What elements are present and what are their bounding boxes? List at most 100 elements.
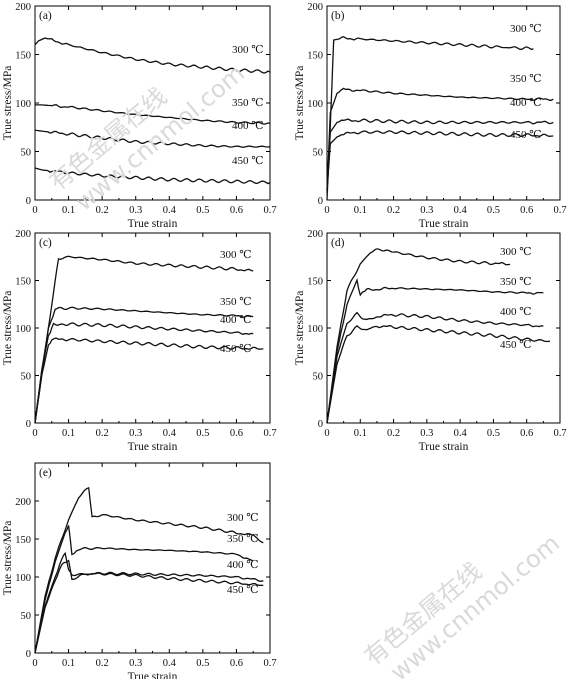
y-tick-label: 0 bbox=[318, 419, 323, 430]
x-tick-label: 0.2 bbox=[96, 428, 109, 439]
y-axis-label: True stress/MPa bbox=[2, 291, 14, 366]
y-tick-label: 50 bbox=[21, 148, 32, 159]
y-axis-label: True stress/MPa bbox=[294, 291, 306, 366]
x-axis-label: True strain bbox=[419, 441, 469, 453]
y-tick-label: 0 bbox=[26, 419, 31, 430]
x-tick-label: 0.5 bbox=[196, 658, 209, 669]
x-tick-label: 0.6 bbox=[230, 658, 243, 669]
series-line bbox=[326, 324, 551, 424]
y-axis-label: True stress/MPa bbox=[2, 66, 14, 141]
series-label: 450 ℃ bbox=[227, 584, 259, 596]
series-label: 350 ℃ bbox=[220, 296, 252, 308]
x-tick-label: 0.2 bbox=[387, 428, 400, 439]
y-tick-label: 50 bbox=[21, 372, 32, 383]
y-tick-label: 50 bbox=[21, 611, 32, 622]
y-tick-label: 200 bbox=[15, 2, 31, 13]
x-tick-label: 0.4 bbox=[454, 205, 468, 216]
x-tick-label: 0.1 bbox=[354, 205, 367, 216]
x-tick-label: 0.7 bbox=[263, 428, 276, 439]
y-tick-label: 0 bbox=[26, 196, 31, 207]
series-line bbox=[34, 322, 254, 424]
series-line bbox=[34, 37, 271, 74]
y-tick-label: 50 bbox=[313, 148, 324, 159]
chart-panel-d: 0 0.1 0.2 0.3 0.4 0.5 0.6 0.7 0 50 100 150 200 True s… bbox=[294, 229, 567, 453]
y-tick-label: 0 bbox=[318, 196, 323, 207]
x-tick-label: 0.1 bbox=[62, 205, 75, 216]
x-tick-label: 0.4 bbox=[163, 205, 177, 216]
y-tick-label: 200 bbox=[15, 497, 31, 508]
y-axis-label: True stress/MPa bbox=[2, 521, 14, 596]
series-label: 450 ℃ bbox=[220, 343, 252, 355]
x-tick-label: 0.6 bbox=[520, 205, 533, 216]
x-tick-label: 0.1 bbox=[354, 428, 367, 439]
x-axis-label: True strain bbox=[128, 218, 178, 230]
series-label: 350 ℃ bbox=[227, 533, 259, 545]
plot-frame bbox=[34, 462, 271, 654]
y-tick-label: 100 bbox=[15, 573, 31, 584]
y-tick-label: 200 bbox=[307, 229, 323, 240]
series-line bbox=[34, 559, 264, 654]
x-tick-label: 0.5 bbox=[196, 205, 209, 216]
y-tick-label: 100 bbox=[307, 99, 323, 110]
series-line bbox=[34, 129, 271, 148]
series-label: 300 ℃ bbox=[510, 23, 542, 35]
panel-label: (b) bbox=[331, 10, 345, 22]
x-tick-label: 0.6 bbox=[230, 205, 243, 216]
x-tick-label: 0.6 bbox=[520, 428, 533, 439]
series-label: 300 ℃ bbox=[220, 249, 252, 261]
x-axis-label: True strain bbox=[128, 671, 178, 679]
series-line bbox=[35, 104, 271, 125]
y-tick-label: 100 bbox=[15, 324, 31, 335]
y-tick-label: 200 bbox=[307, 2, 323, 13]
chart-panel-b: 0 0.1 0.2 0.3 0.4 0.5 0.6 0.7 0 50 100 150 200 True s… bbox=[294, 2, 567, 230]
x-tick-label: 0 bbox=[32, 658, 37, 669]
series-line bbox=[326, 87, 554, 191]
x-tick-label: 0.2 bbox=[387, 205, 400, 216]
series-line bbox=[326, 130, 554, 191]
series-line bbox=[326, 118, 554, 191]
y-tick-label: 0 bbox=[26, 649, 31, 660]
y-tick-label: 150 bbox=[15, 277, 31, 288]
x-tick-label: 0.1 bbox=[62, 658, 75, 669]
x-tick-label: 0.5 bbox=[196, 428, 209, 439]
x-axis-label: True strain bbox=[128, 441, 178, 453]
y-axis-label: True stress/MPa bbox=[294, 66, 306, 141]
x-tick-label: 0.4 bbox=[163, 658, 177, 669]
chart-panel-c: 0 0.1 0.2 0.3 0.4 0.5 0.6 0.7 0 50 100 150 200 True s… bbox=[2, 229, 277, 453]
x-axis-label: True strain bbox=[419, 218, 469, 230]
x-tick-label: 0.7 bbox=[553, 428, 566, 439]
panel-label: (c) bbox=[39, 237, 52, 249]
series-label: 400 ℃ bbox=[510, 97, 542, 109]
y-tick-label: 150 bbox=[15, 535, 31, 546]
chart-panel-e: 0 0.1 0.2 0.3 0.4 0.5 0.6 0.7 0 50 100 150 200 True s… bbox=[2, 462, 277, 679]
series-label: 350 ℃ bbox=[510, 73, 542, 85]
series-line bbox=[34, 306, 254, 424]
series-line bbox=[34, 167, 271, 185]
series-label: 450 ℃ bbox=[500, 339, 532, 351]
y-tick-label: 150 bbox=[307, 51, 323, 62]
series-line bbox=[326, 277, 544, 424]
x-tick-label: 0.5 bbox=[487, 205, 500, 216]
y-tick-label: 200 bbox=[15, 229, 31, 240]
x-tick-label: 0 bbox=[32, 428, 37, 439]
x-tick-label: 0.3 bbox=[129, 428, 142, 439]
series-label: 300 ℃ bbox=[232, 44, 264, 56]
x-tick-label: 0.4 bbox=[454, 428, 468, 439]
x-tick-label: 0 bbox=[324, 205, 329, 216]
panel-label: (d) bbox=[331, 237, 345, 249]
series-label: 350 ℃ bbox=[232, 97, 264, 109]
x-tick-label: 0.5 bbox=[487, 428, 500, 439]
x-tick-label: 0.3 bbox=[420, 205, 433, 216]
series-line bbox=[326, 248, 511, 424]
x-tick-label: 0.4 bbox=[163, 428, 177, 439]
y-tick-label: 100 bbox=[307, 324, 323, 335]
chart-panel-a: 0 0.1 0.2 0.3 0.4 0.5 0.6 0.7 0 50 100 150 200 True s… bbox=[2, 2, 277, 230]
x-tick-label: 0.3 bbox=[129, 205, 142, 216]
x-tick-label: 0 bbox=[324, 428, 329, 439]
x-tick-label: 0.3 bbox=[420, 428, 433, 439]
series-label: 400 ℃ bbox=[227, 559, 259, 571]
x-tick-label: 0.7 bbox=[553, 205, 566, 216]
series-line bbox=[34, 525, 254, 654]
x-tick-label: 0 bbox=[32, 205, 37, 216]
